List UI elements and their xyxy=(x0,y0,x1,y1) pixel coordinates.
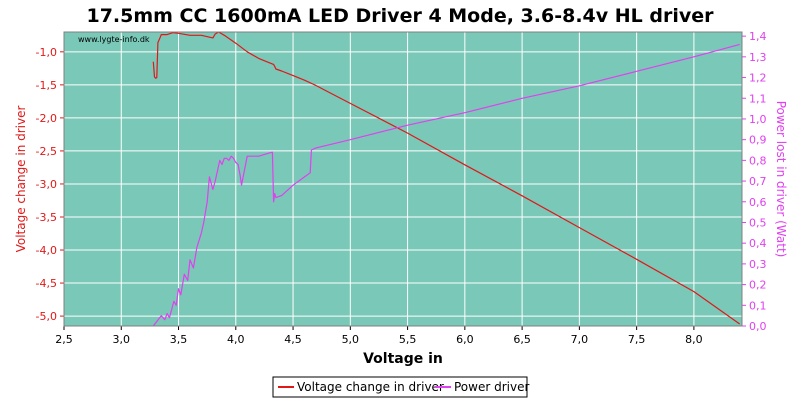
chart-title: 17.5mm CC 1600mA LED Driver 4 Mode, 3.6-… xyxy=(86,5,714,27)
x-tick-label: 6,5 xyxy=(513,333,531,346)
y-right-tick-label: 1,2 xyxy=(749,72,767,85)
legend-label-voltage-change: Voltage change in driver xyxy=(297,380,444,394)
y-right-tick-label: 0,7 xyxy=(749,175,767,188)
y-left-tick-label: -4,0 xyxy=(36,244,57,257)
x-tick-label: 8,0 xyxy=(685,333,703,346)
y-left-tick-label: -2,0 xyxy=(36,112,57,125)
series-line-voltage-change xyxy=(152,31,741,325)
x-tick-label: 3,0 xyxy=(113,333,131,346)
y-left-tick-label: -2,5 xyxy=(36,145,57,158)
y-right-tick-label: 0,0 xyxy=(749,320,767,333)
y-right-tick-label: 0,5 xyxy=(749,216,767,229)
y-left-tick-label: -4,5 xyxy=(36,277,57,290)
x-axis-label: Voltage in xyxy=(363,351,443,367)
grid xyxy=(63,32,742,326)
watermark: www.lygte-info.dk xyxy=(78,35,150,44)
plot-border xyxy=(63,31,743,327)
x-tick-label: 7,5 xyxy=(628,333,646,346)
x-tick-label: 2,5 xyxy=(55,333,73,346)
x-tick-label: 4,5 xyxy=(284,333,302,346)
plot-area xyxy=(64,32,742,326)
legend-box xyxy=(272,376,528,398)
series-layer xyxy=(152,31,741,327)
y-left-tick-label: -5,0 xyxy=(36,310,57,323)
x-tick-label: 5,0 xyxy=(342,333,360,346)
y-left-tick-label: -1,0 xyxy=(36,46,57,59)
y-right-tick-label: 1,1 xyxy=(749,92,767,105)
y-right-tick-label: 1,4 xyxy=(749,30,767,43)
axes: 2,5 3,0 3,5 4,0 4,5 5,0 5,5 6,0 6,5 7,0 7,5 8,0 -1,0… xyxy=(36,30,767,346)
y-axis-label-right: Power lost in driver (Watt) xyxy=(774,101,788,258)
y-right-tick-label: 1,3 xyxy=(749,51,767,64)
x-tick-label: 3,5 xyxy=(170,333,188,346)
series-line-power-driver xyxy=(152,43,740,327)
y-left-tick-label: -3,0 xyxy=(36,178,57,191)
y-right-tick-label: 0,1 xyxy=(749,299,767,312)
y-right-tick-label: 0,6 xyxy=(749,196,767,209)
x-tick-label: 6,0 xyxy=(456,333,474,346)
y-left-tick-label: -3,5 xyxy=(36,211,57,224)
x-tick-label: 5,5 xyxy=(399,333,417,346)
y-right-tick-label: 1,0 xyxy=(749,113,767,126)
x-tick-label: 4,0 xyxy=(227,333,245,346)
y-left-tick-label: -1,5 xyxy=(36,79,57,92)
y-right-tick-label: 0,4 xyxy=(749,237,767,250)
y-right-tick-label: 0,2 xyxy=(749,279,767,292)
y-right-tick-label: 0,8 xyxy=(749,154,767,167)
y-right-tick-label: 0,9 xyxy=(749,134,767,147)
legend: Voltage change in driver Power driver xyxy=(272,376,529,398)
x-tick-label: 7,0 xyxy=(571,333,589,346)
legend-label-power-driver: Power driver xyxy=(454,380,529,394)
y-axis-label-left: Voltage change in driver xyxy=(14,106,28,253)
y-right-tick-label: 0,3 xyxy=(749,258,767,271)
